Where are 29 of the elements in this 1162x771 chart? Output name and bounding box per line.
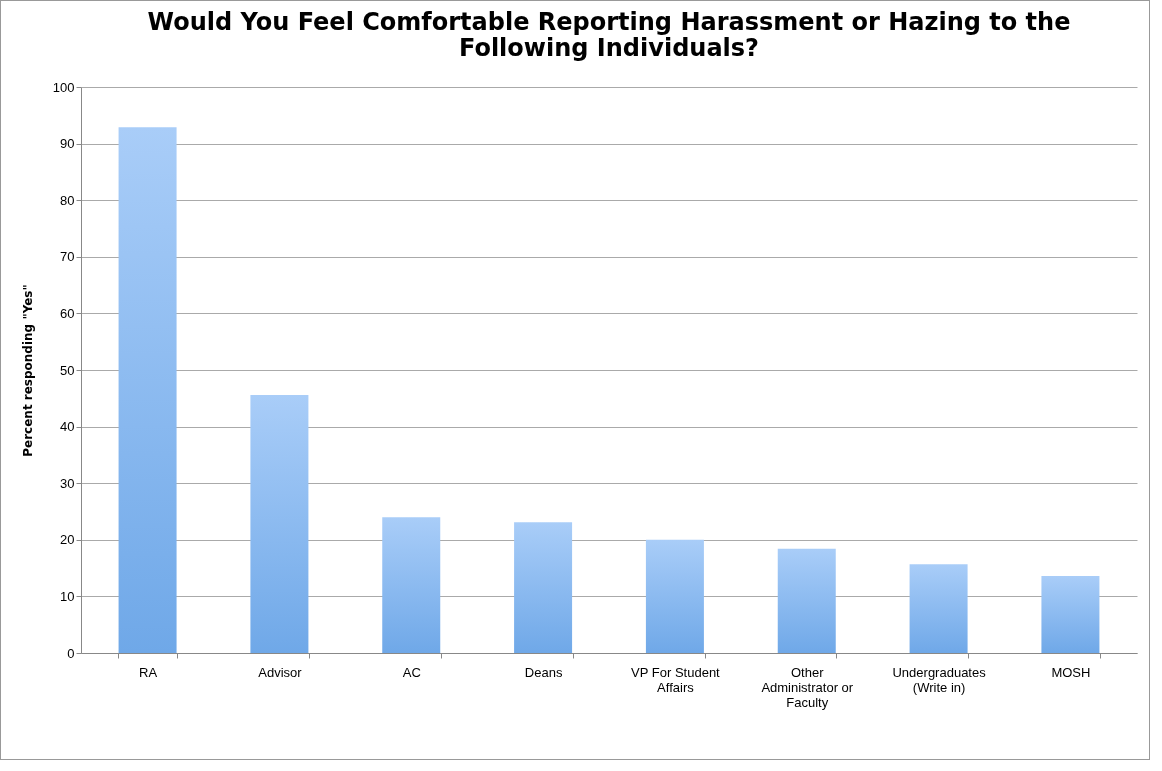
- y-tick-label: 40: [60, 419, 75, 435]
- x-tick-label: RA: [139, 664, 158, 680]
- y-tick-label: 70: [60, 249, 75, 265]
- bar: [118, 127, 177, 653]
- y-tick-label: 90: [60, 136, 75, 152]
- bar: [250, 394, 309, 653]
- y-axis-title: Percent responding "Yes": [20, 284, 35, 457]
- y-tick-label: 20: [60, 532, 75, 548]
- bar: [645, 539, 704, 653]
- bar: [514, 522, 573, 653]
- bar: [1041, 576, 1100, 653]
- x-tick-label: AC: [402, 664, 421, 680]
- bar: [909, 564, 968, 653]
- bar: [382, 517, 441, 653]
- chart-title: Would You Feel Comfortable Reporting Harassment or Hazing to the Following Individuals?: [147, 8, 1071, 62]
- x-tick-label: Undergraduates (Write in): [892, 664, 987, 695]
- x-tick-label: Deans: [524, 664, 563, 680]
- y-tick-label: 10: [60, 588, 75, 604]
- x-tick-label: VP For Student Affairs: [631, 664, 721, 695]
- y-tick-label: 50: [60, 362, 75, 378]
- y-tick-label: 30: [60, 475, 75, 491]
- x-tick-label: MOSH: [1051, 664, 1091, 680]
- y-tick-label: 80: [60, 192, 75, 208]
- y-tick-label: 0: [67, 645, 75, 661]
- y-tick-label: 100: [52, 79, 75, 95]
- bar: [777, 548, 836, 653]
- x-tick-label: Advisor: [258, 664, 303, 680]
- x-tick-label: Other Administrator or Faculty: [761, 664, 854, 710]
- y-tick-label: 60: [60, 305, 75, 321]
